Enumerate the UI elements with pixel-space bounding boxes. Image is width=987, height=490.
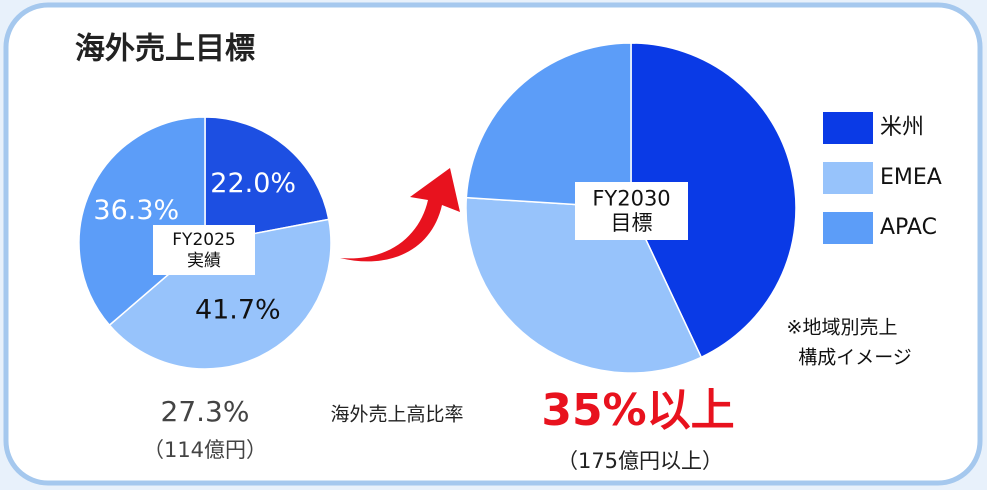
legend-swatch xyxy=(823,162,873,194)
note: 構成イメージ xyxy=(798,347,912,369)
legend-swatch xyxy=(823,212,873,244)
slice-label: 22.0% xyxy=(210,168,296,199)
legend-label: APAC xyxy=(880,215,937,240)
target-ratio: 35%以上 xyxy=(541,385,734,436)
target-amount: （175億円以上） xyxy=(557,449,723,473)
pie-slice xyxy=(78,116,206,327)
current-amount: （114億円） xyxy=(143,438,267,462)
pie-slice xyxy=(465,196,703,374)
pie-slice xyxy=(465,42,632,209)
legend-label: 米州 xyxy=(880,115,924,140)
legend-label: EMEA xyxy=(880,165,942,190)
pie-slice xyxy=(630,42,797,359)
center-box xyxy=(575,182,688,240)
slice-label: 41.7% xyxy=(195,295,281,326)
title: 海外売上目標 xyxy=(75,32,255,67)
current-ratio: 27.3% xyxy=(161,395,250,428)
ratio-label: 海外売上高比率 xyxy=(330,404,463,426)
center-label: FY2025 xyxy=(172,230,235,250)
center-label: FY2030 xyxy=(592,186,670,210)
legend-swatch xyxy=(823,112,873,144)
pie-slice xyxy=(204,116,330,244)
center-box xyxy=(153,225,255,275)
pie-slice xyxy=(108,218,332,370)
center-label: 目標 xyxy=(611,211,653,235)
arrow xyxy=(340,168,460,262)
center-label: 実績 xyxy=(187,251,221,271)
slice-label: 36.3% xyxy=(93,195,179,226)
note: ※地域別売上 xyxy=(787,317,898,339)
